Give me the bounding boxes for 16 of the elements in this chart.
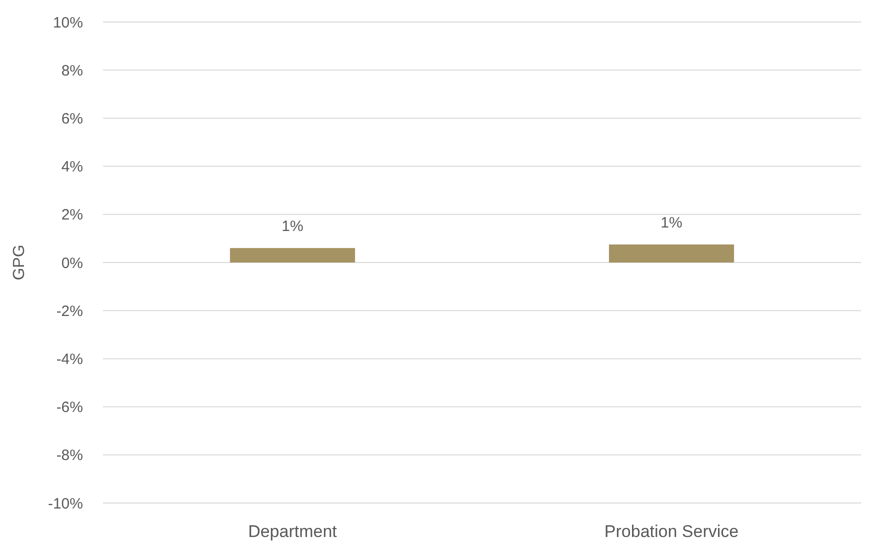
y-tick-label: -4% [56, 350, 83, 368]
y-tick-label: -6% [56, 399, 83, 416]
y-tick-label: 0% [61, 254, 83, 272]
y-axis-title: GPG [11, 244, 28, 280]
y-tick-label: 10% [52, 14, 83, 32]
y-tick-label: 4% [61, 158, 83, 176]
x-tick-label: Department [248, 522, 338, 541]
y-tick-label: -2% [56, 302, 83, 320]
x-tick-label: Probation Service [604, 522, 739, 541]
y-tick-label: -8% [56, 447, 83, 464]
y-tick-label: 6% [61, 110, 83, 128]
y-tick-label: 8% [61, 62, 83, 80]
data-label: 1% [660, 214, 682, 232]
data-label: 1% [282, 218, 304, 236]
y-tick-label: -10% [48, 495, 83, 512]
y-tick-label: 2% [61, 206, 83, 224]
